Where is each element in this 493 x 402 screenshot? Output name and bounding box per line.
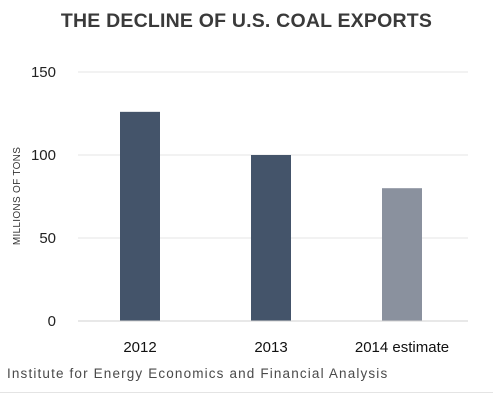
source-note: Institute for Energy Economics and Finan…: [7, 366, 389, 381]
y-tick-label: 0: [48, 313, 56, 330]
y-tick-label: 50: [39, 230, 56, 247]
y-axis-label: MILLIONS OF TONS: [12, 147, 23, 245]
chart-title: THE DECLINE OF U.S. COAL EXPORTS: [60, 10, 433, 32]
x-category-label: 2012: [123, 339, 156, 356]
bars: [120, 111, 422, 321]
bar-2014-estimate: [382, 188, 422, 321]
x-axis-categories: 2012 2013 2014 estimate: [123, 339, 449, 356]
bottom-divider: [0, 392, 493, 393]
y-axis-ticks: 0 50 100 150: [31, 64, 56, 330]
y-tick-label: 150: [31, 64, 56, 81]
y-tick-label: 100: [31, 147, 56, 164]
bar-2012: [120, 111, 160, 321]
bar-2013: [251, 155, 291, 321]
x-category-label: 2014 estimate: [355, 339, 449, 356]
x-category-label: 2013: [254, 339, 287, 356]
